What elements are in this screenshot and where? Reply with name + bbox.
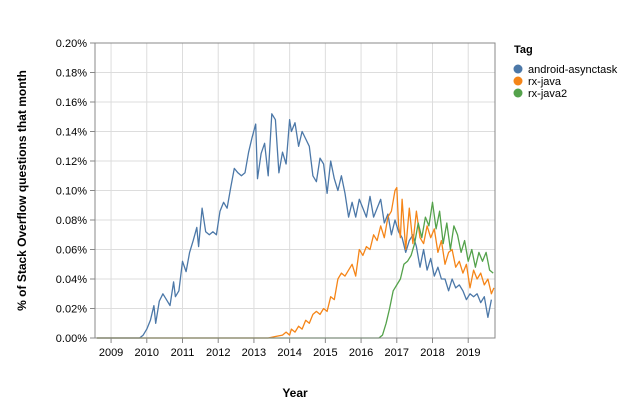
x-axis-title: Year [282, 386, 308, 400]
grid-layer [95, 42, 495, 339]
y-tick-label: 0.08% [56, 215, 87, 227]
plot-frame [94, 42, 496, 339]
y-tick-label: 0.18% [56, 68, 87, 80]
legend-label-rx-java2: rx-java2 [528, 88, 567, 100]
legend-label-rx-java: rx-java [528, 76, 562, 88]
x-tick-label: 2014 [277, 347, 301, 359]
x-tick-label: 2009 [99, 347, 123, 359]
y-tick-label: 0.10% [56, 186, 87, 198]
y-tick-label: 0.02% [56, 304, 87, 316]
x-tick-label: 2011 [171, 347, 195, 359]
x-tick-label: 2016 [349, 347, 373, 359]
y-tick-label: 0.14% [56, 127, 87, 139]
y-tick-label: 0.20% [56, 38, 87, 50]
x-tick-label: 2010 [135, 347, 159, 359]
series-line-rx-java [96, 186, 495, 339]
x-tick-label: 2017 [385, 347, 409, 359]
legend-symbol-android-asynctask [513, 64, 523, 74]
legend-title: Tag [514, 44, 533, 56]
x-tick-label: 2015 [313, 347, 337, 359]
series-layer [96, 113, 495, 339]
axis-layer: 0.00% 0.02% 0.04% 0.06% 0.08% 0.10% 0.12% 0.14%… [56, 38, 496, 359]
y-tick-label: 0.16% [56, 97, 87, 109]
y-axis-title: % of Stack Overflow questions that month [15, 70, 29, 311]
series-line-android-asynctask [96, 113, 493, 339]
y-tick-label: 0.06% [56, 245, 87, 257]
x-tick-label: 2019 [456, 347, 480, 359]
x-tick-label: 2018 [420, 347, 444, 359]
legend-symbol-rx-java [513, 76, 523, 86]
y-tick-label: 0.12% [56, 156, 87, 168]
x-tick-label: 2012 [206, 347, 230, 359]
legend-label-android-asynctask: android-asynctask [528, 64, 618, 76]
y-tick-label: 0.04% [56, 274, 87, 286]
y-tick-label: 0.00% [56, 333, 87, 345]
legend-symbol-rx-java2 [513, 88, 523, 98]
series-line-rx-java2 [96, 201, 494, 339]
x-tick-label: 2013 [242, 347, 266, 359]
